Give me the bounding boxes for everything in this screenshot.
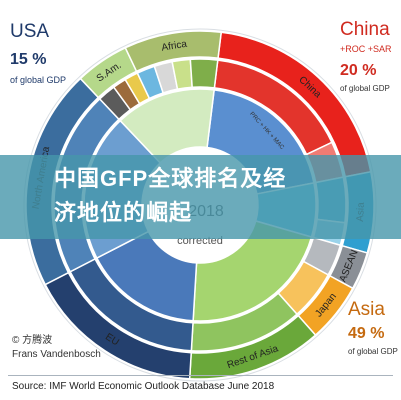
china-name: China xyxy=(340,19,390,40)
usa-name: USA xyxy=(10,21,50,42)
usa-callout: USA 15 % of global GDP xyxy=(10,22,66,86)
source-divider xyxy=(8,375,393,376)
asia-percent: 49 % xyxy=(348,325,385,342)
china-percent: 20 % xyxy=(340,62,377,79)
middle-ring-segment-15 xyxy=(189,58,219,89)
banner-title-line-2: 济地位的崛起 xyxy=(54,200,193,225)
china-subtitle: +ROC +SAR xyxy=(340,44,392,54)
title-banner xyxy=(0,155,401,239)
banner-title-line-1: 中国GFP全球排名及经 xyxy=(54,166,287,191)
usa-subtitle: of global GDP xyxy=(10,75,67,85)
inner-ring-segment-5 xyxy=(119,88,215,164)
author-credit: © 方腾波 Frans Vandenbosch xyxy=(12,334,101,362)
asia-global-note: of global GDP xyxy=(348,347,398,356)
asia-name: Asia xyxy=(348,299,385,320)
outer-ring-segment-africa xyxy=(124,30,223,73)
inner-ring-segment-2 xyxy=(192,220,313,322)
china-callout: China +ROC +SAR 20 % of global GDP xyxy=(340,20,392,94)
china-global-note: of global GDP xyxy=(340,84,390,93)
segment-label-africa: Africa xyxy=(161,39,188,54)
usa-percent: 15 % xyxy=(10,51,47,68)
author-chinese-name: © 方腾波 xyxy=(12,335,53,346)
asia-callout: Asia 49 % of global GDP xyxy=(348,300,398,357)
source-note: Source: IMF World Economic Outlook Datab… xyxy=(12,381,275,392)
banner-title: 中国GFP全球排名及经 济地位的崛起 xyxy=(54,162,354,230)
author-english-name: Frans Vandenbosch xyxy=(12,349,101,360)
chart-rings xyxy=(23,28,377,382)
